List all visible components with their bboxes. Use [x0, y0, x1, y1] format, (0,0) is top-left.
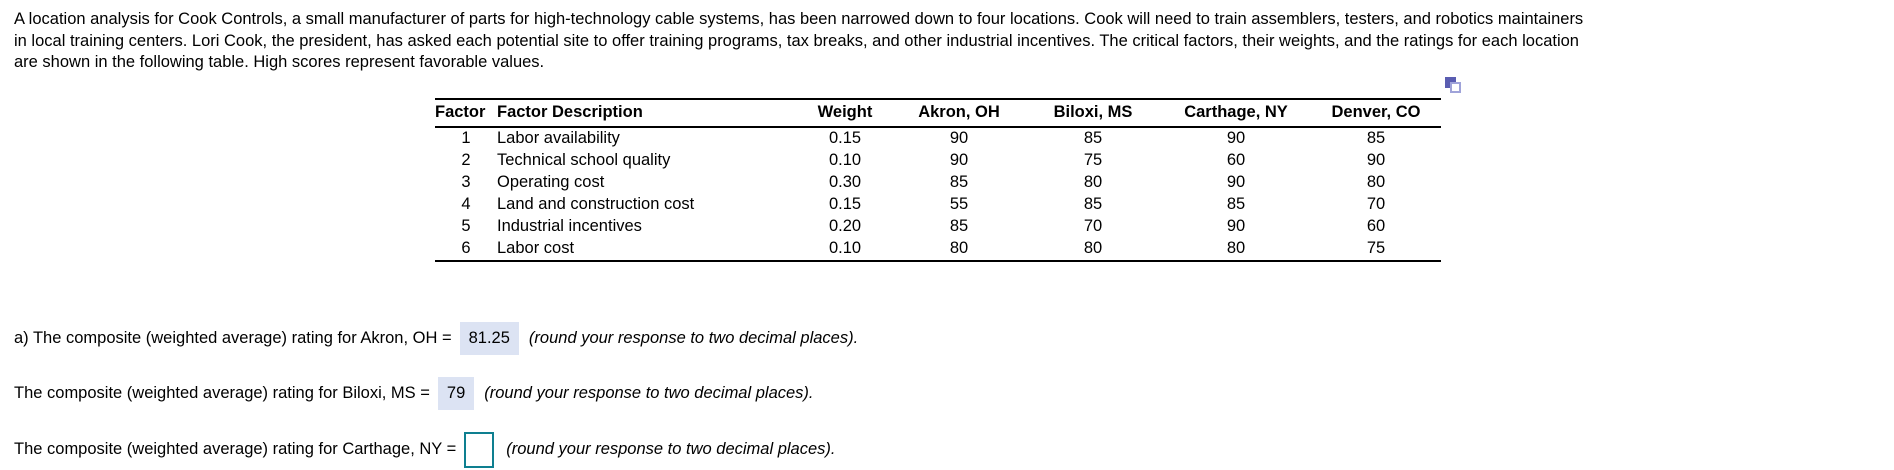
carthage-answer-input[interactable] — [464, 431, 495, 468]
cell-factor: 6 — [461, 239, 471, 257]
cell-weight: 0.30 — [828, 173, 862, 191]
cell-carthage: 60 — [1226, 151, 1246, 169]
question-carthage: The composite (weighted average) rating … — [14, 431, 1894, 468]
cell-factor: 2 — [461, 151, 471, 169]
table-row: 6 Labor cost 0.10 80 80 80 75 — [435, 238, 1441, 261]
cell-akron: 90 — [949, 151, 969, 169]
copy-table-icon[interactable] — [1445, 76, 1463, 95]
cell-akron: 80 — [949, 239, 969, 257]
factor-rating-table: Factor Factor Description Weight Akron, … — [435, 97, 1441, 262]
cell-denver: 85 — [1366, 129, 1386, 147]
cell-akron: 55 — [949, 195, 969, 213]
problem-statement: A location analysis for Cook Controls, a… — [0, 0, 1894, 74]
table-row: 4 Land and construction cost 0.15 55 85 … — [435, 194, 1441, 216]
cell-biloxi: 85 — [1083, 195, 1103, 213]
cell-factor: 5 — [461, 217, 471, 235]
cell-weight: 0.20 — [828, 217, 862, 235]
akron-answer-field[interactable]: 81.25 — [459, 321, 519, 355]
cell-akron: 90 — [949, 129, 969, 147]
table-row: 1 Labor availability 0.15 90 85 90 85 — [435, 127, 1441, 150]
statement-line-3: are shown in the following table. High s… — [14, 53, 545, 71]
cell-weight: 0.10 — [828, 239, 862, 257]
header-weight: Weight — [797, 98, 893, 128]
cell-carthage: 90 — [1226, 217, 1246, 235]
cell-carthage: 90 — [1226, 173, 1246, 191]
cell-factor: 4 — [461, 195, 471, 213]
cell-biloxi: 85 — [1083, 129, 1103, 147]
cell-biloxi: 80 — [1083, 173, 1103, 191]
cell-biloxi: 70 — [1083, 217, 1103, 235]
cell-factor: 1 — [461, 129, 471, 147]
cell-denver: 70 — [1366, 195, 1386, 213]
cell-carthage: 85 — [1226, 195, 1246, 213]
cell-description: Land and construction cost — [497, 195, 695, 213]
question-biloxi-text: The composite (weighted average) rating … — [14, 383, 430, 402]
cell-denver: 75 — [1366, 239, 1386, 257]
cell-denver: 80 — [1366, 173, 1386, 191]
statement-line-2: in local training centers. Lori Cook, th… — [14, 31, 1579, 50]
cell-weight: 0.15 — [828, 129, 862, 147]
question-biloxi-hint: (round your response to two decimal plac… — [484, 383, 814, 402]
question-akron-text: a) The composite (weighted average) rati… — [14, 328, 452, 347]
question-carthage-hint: (round your response to two decimal plac… — [506, 440, 836, 458]
cell-factor: 3 — [461, 173, 471, 191]
cell-biloxi: 80 — [1083, 239, 1103, 257]
table-row: 2 Technical school quality 0.10 90 75 60… — [435, 150, 1441, 172]
header-biloxi: Biloxi, MS — [1025, 98, 1161, 128]
cell-description: Labor cost — [497, 239, 575, 257]
cell-weight: 0.10 — [828, 151, 862, 169]
cell-description: Industrial incentives — [497, 217, 642, 235]
header-factor: Factor — [435, 98, 497, 128]
cell-description: Technical school quality — [497, 151, 671, 169]
cell-denver: 90 — [1366, 151, 1386, 169]
header-description: Factor Description — [497, 98, 797, 128]
cell-description: Operating cost — [497, 173, 605, 191]
copy-icon-front-square — [1450, 81, 1461, 93]
biloxi-answer-field[interactable]: 79 — [437, 376, 475, 410]
question-biloxi: The composite (weighted average) rating … — [14, 376, 1894, 410]
table-row: 5 Industrial incentives 0.20 85 70 90 60 — [435, 216, 1441, 238]
cell-weight: 0.15 — [828, 195, 862, 213]
questions-section: a) The composite (weighted average) rati… — [14, 321, 1894, 468]
cell-biloxi: 75 — [1083, 151, 1103, 169]
factor-table-container: Factor Factor Description Weight Akron, … — [435, 76, 1461, 262]
header-carthage: Carthage, NY — [1161, 98, 1311, 128]
cell-akron: 85 — [949, 217, 969, 235]
question-akron-hint: (round your response to two decimal plac… — [528, 328, 859, 347]
question-akron: a) The composite (weighted average) rati… — [14, 321, 1894, 355]
table-header-row: Factor Factor Description Weight Akron, … — [435, 98, 1441, 128]
cell-description: Labor availability — [497, 129, 620, 147]
statement-line-1: A location analysis for Cook Controls, a… — [14, 10, 1584, 28]
question-carthage-text: The composite (weighted average) rating … — [14, 440, 457, 458]
cell-akron: 85 — [949, 173, 969, 191]
header-denver: Denver, CO — [1311, 98, 1441, 128]
cell-carthage: 90 — [1226, 129, 1246, 147]
cell-denver: 60 — [1366, 217, 1386, 235]
header-akron: Akron, OH — [893, 98, 1025, 128]
cell-carthage: 80 — [1226, 239, 1246, 257]
table-row: 3 Operating cost 0.30 85 80 90 80 — [435, 172, 1441, 194]
